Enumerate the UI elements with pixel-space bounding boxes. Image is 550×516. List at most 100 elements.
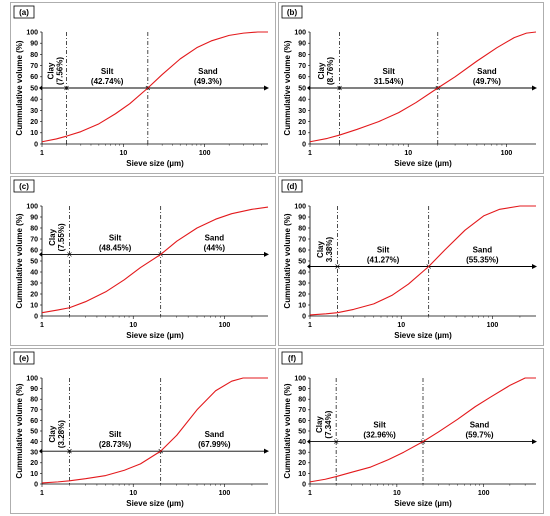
sand-percentage: (67.99%) [198,440,231,449]
boundary-cross [333,439,339,444]
y-tick-label: 10 [30,471,38,478]
panel-label-box [281,5,303,19]
sand-percentage: (44%) [204,243,226,252]
y-tick-label: 70 [298,63,306,70]
x-axis-label: Sieve size (µm) [126,331,184,340]
x-tick-label: 100 [199,150,211,157]
silt-percentage: (41.27%) [367,256,400,265]
panel-label: (f) [281,351,303,365]
silt-percentage: (48.45%) [99,243,132,252]
sand-label: Sand [477,67,497,76]
cumulative-volume-curve [41,377,268,484]
x-tick-label: 1 [40,490,44,497]
x-tick-label: 100 [487,322,499,329]
panel-label-box [13,5,35,19]
panel-label: (b) [281,5,303,19]
panel-label: (e) [13,351,35,365]
panel-label-text: (a) [19,8,29,17]
x-axis-label: Sieve size (µm) [394,159,452,168]
y-tick-label: 10 [298,471,306,478]
silt-label: Silt [109,430,122,439]
clay-percentage: (7.56%) [55,57,64,85]
y-tick-label: 0 [34,481,38,488]
x-tick-label: 10 [393,490,401,497]
y-tick-label: 40 [30,97,38,104]
y-tick-label: 0 [34,313,38,320]
y-tick-label: 100 [294,29,306,36]
panel-label-text: (e) [19,354,29,363]
arrow-tail [39,251,42,257]
y-tick-label: 10 [30,302,38,309]
cumulative-volume-curve [309,205,536,316]
sand-percentage: (49.3%) [194,77,222,86]
clay-label: Clay [48,228,57,245]
clay-percentage: (3.28%) [57,420,66,448]
arrow-head [532,85,537,91]
boundary-cross [335,264,340,269]
clay-label: Clay [315,416,324,433]
arrow-tail [39,448,42,454]
y-tick-label: 30 [30,280,38,287]
y-tick-label: 0 [302,141,306,148]
y-tick-label: 30 [298,108,306,115]
boundary-cross [67,448,72,454]
y-tick-label: 0 [302,313,306,320]
arrow-tail [307,85,310,91]
x-tick-label: 1 [308,150,312,157]
arrow-head [532,439,537,445]
silt-percentage: (32.96%) [363,431,396,440]
cumulative-volume-curve [309,377,536,483]
y-tick-label: 50 [298,428,306,435]
clay-percentage: 3.38%) [325,236,334,262]
panel-border [278,348,544,514]
y-tick-label: 20 [30,460,38,467]
clay-label: Clay [316,241,325,258]
panel-label-text: (b) [287,8,298,17]
clay-label: Clay [46,62,55,79]
x-tick-label: 100 [219,490,231,497]
y-tick-label: 90 [298,41,306,48]
y-tick-label: 100 [26,375,38,382]
y-tick-label: 10 [30,130,38,137]
silt-percentage: (28.73%) [99,440,132,449]
panel-border [10,348,276,514]
y-tick-label: 10 [298,130,306,137]
x-tick-label: 100 [478,490,490,497]
clay-annotation: Clay 3.38%) [316,236,334,262]
silt-label: Silt [109,233,122,242]
clay-label: Clay [317,62,326,79]
y-tick-label: 70 [298,236,306,243]
sand-label: Sand [198,67,218,76]
y-tick-label: 100 [294,375,306,382]
silt-percentage: 31.54%) [374,77,404,86]
arrow-head [264,448,269,454]
x-tick-label: 100 [219,322,231,329]
y-tick-label: 90 [30,214,38,221]
x-tick-label: 1 [40,150,44,157]
y-tick-label: 90 [30,41,38,48]
y-tick-label: 60 [298,247,306,254]
y-tick-label: 0 [302,481,306,488]
x-tick-label: 10 [129,490,137,497]
y-axis-label: Cummulative volume (%) [15,383,24,478]
y-axis-label: Cummulative volume (%) [283,213,292,308]
panel-label: (d) [281,179,303,193]
boundary-cross [67,252,72,257]
y-tick-label: 10 [298,302,306,309]
panel-label-box [281,351,303,365]
x-tick-label: 10 [404,150,412,157]
y-axis-label: Cummulative volume (%) [283,40,292,135]
y-tick-label: 30 [30,108,38,115]
panel-label-box [281,179,303,193]
y-tick-label: 80 [30,225,38,232]
arrow-tail [307,439,310,445]
clay-annotation: Clay (3.28%) [48,420,66,448]
y-tick-label: 20 [30,291,38,298]
boundary-cross [64,85,69,91]
x-tick-label: 1 [308,490,312,497]
panel-border [278,176,544,346]
